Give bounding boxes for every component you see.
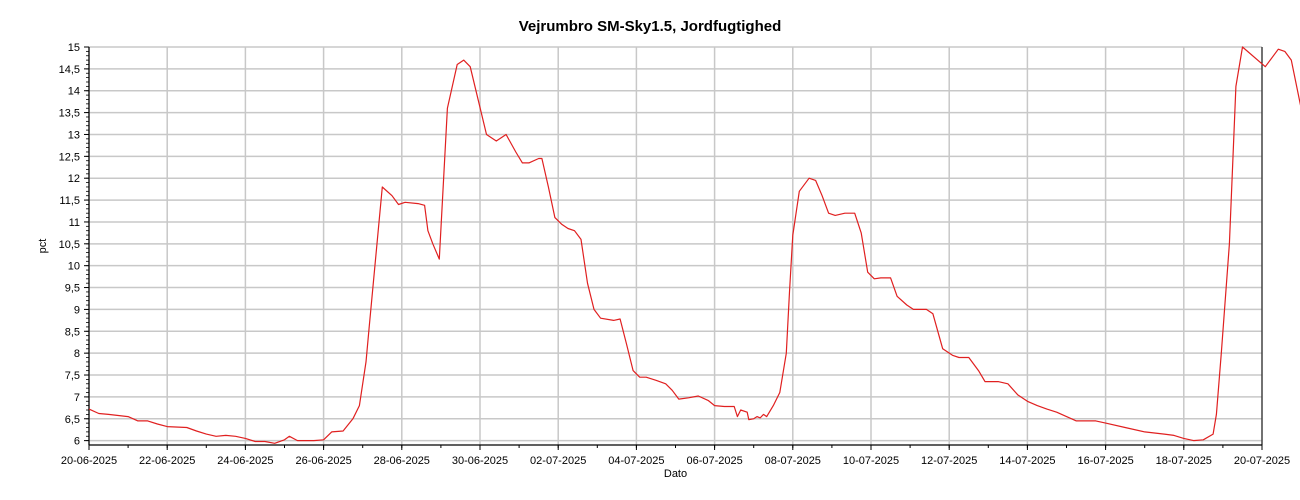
x-tick-label: 28-06-2025: [374, 455, 430, 467]
x-tick-label: 30-06-2025: [452, 455, 508, 467]
x-tick-label: 04-07-2025: [608, 455, 664, 467]
x-tick-label: 24-06-2025: [217, 455, 273, 467]
y-tick-label: 13: [68, 129, 80, 141]
x-tick-label: 06-07-2025: [686, 455, 742, 467]
x-axis-title: Dato: [664, 468, 687, 480]
x-tick-label: 22-06-2025: [139, 455, 195, 467]
x-tick-label: 20-06-2025: [61, 455, 117, 467]
y-tick-label: 10,5: [59, 239, 80, 251]
series-line: [88, 46, 1300, 444]
x-tick-label: 10-07-2025: [843, 455, 899, 467]
x-tick-label: 14-07-2025: [999, 455, 1055, 467]
y-axis-title: pct: [37, 239, 49, 254]
y-tick-label: 10: [68, 261, 80, 273]
y-tick-label: 13,5: [59, 108, 80, 120]
x-tick-label: 18-07-2025: [1156, 455, 1212, 467]
chart-title: Vejrumbro SM-Sky1.5, Jordfugtighed: [518, 18, 782, 35]
x-tick-label: 16-07-2025: [1077, 455, 1133, 467]
x-tick-label: 12-07-2025: [921, 455, 977, 467]
y-tick-label: 9: [74, 304, 80, 316]
y-tick-label: 8,5: [65, 326, 80, 338]
y-tick-label: 8: [74, 348, 80, 360]
y-tick-label: 9,5: [65, 283, 80, 295]
y-tick-label: 12,5: [59, 151, 80, 163]
x-tick-label: 02-07-2025: [530, 455, 586, 467]
plot-area: [89, 47, 1262, 445]
y-tick-label: 14: [68, 86, 80, 98]
y-tick-label: 7: [74, 392, 80, 404]
y-tick-label: 7,5: [65, 370, 80, 382]
y-tick-label: 6: [74, 436, 80, 448]
y-tick-label: 11: [69, 217, 80, 229]
x-tick-label: 20-07-2025: [1234, 455, 1290, 467]
y-tick-label: 11,5: [59, 195, 80, 207]
y-tick-label: 12: [68, 173, 80, 185]
x-tick-label: 26-06-2025: [295, 455, 351, 467]
y-tick-label: 14,5: [59, 64, 80, 76]
y-tick-label: 15: [68, 42, 80, 54]
y-tick-label: 6,5: [65, 414, 80, 426]
x-tick-label: 08-07-2025: [765, 455, 821, 467]
